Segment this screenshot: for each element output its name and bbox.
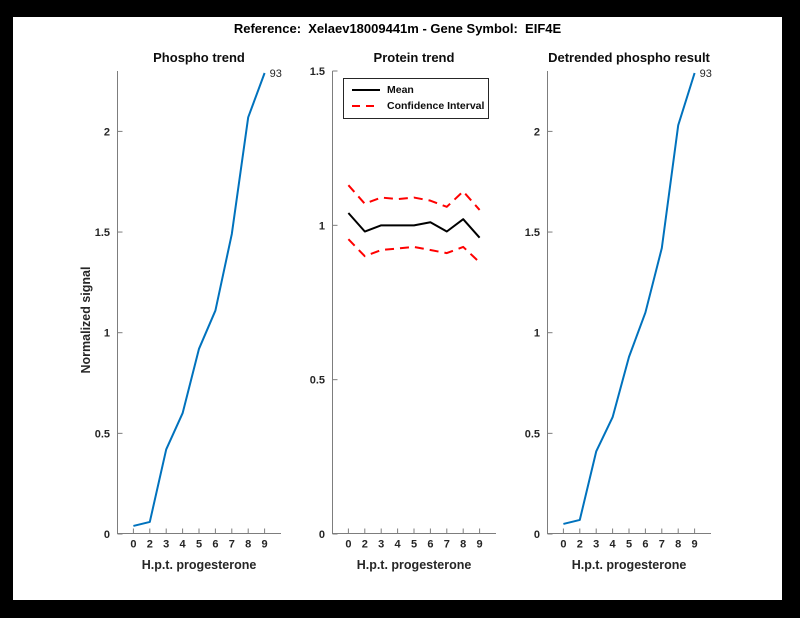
mean-line-swatch — [352, 88, 380, 92]
x-tick-label: 7 — [659, 539, 665, 551]
series-phospho-signal — [133, 72, 266, 527]
x-tick-label: 7 — [444, 539, 450, 551]
y-tick-label: 1 — [534, 328, 540, 340]
y-axis-label: Normalized signal — [79, 266, 93, 373]
x-axis-label-detrended: H.p.t. progesterone — [571, 558, 687, 572]
y-tick-label: 0.5 — [95, 428, 110, 440]
figure-title: Reference: Xelaev18009441m - Gene Symbol… — [233, 21, 562, 36]
y-tick-label: 1.5 — [525, 227, 540, 239]
legend-item-mean: Mean — [352, 84, 482, 96]
legend: Mean Confidence Interval — [343, 78, 489, 119]
x-tick-label: 9 — [262, 539, 268, 551]
x-tick-label: 5 — [196, 539, 202, 551]
series-end-label: 93 — [700, 68, 712, 80]
x-tick-label: 4 — [395, 539, 402, 551]
series-end-label: 93 — [270, 68, 282, 80]
figure-canvas: Reference: Xelaev18009441m - Gene Symbol… — [13, 17, 782, 600]
x-tick-label: 2 — [362, 539, 368, 551]
y-tick-label: 1.5 — [310, 66, 325, 78]
confidence-interval-line-swatch — [352, 104, 380, 108]
y-tick-label: 1 — [319, 220, 325, 232]
x-tick-label: 4 — [180, 539, 187, 551]
x-tick-label: 3 — [378, 539, 384, 551]
series-confidence-interval-upper — [347, 184, 481, 211]
series-detrended-phospho-signal — [563, 72, 696, 525]
x-tick-label: 5 — [411, 539, 417, 551]
series-confidence-interval-lower — [347, 238, 481, 264]
y-tick-label: 1.5 — [95, 227, 110, 239]
legend-item-confidence-interval: Confidence Interval — [352, 100, 485, 112]
plot-title-protein-trend: Protein trend — [373, 50, 455, 65]
x-tick-label: 6 — [212, 539, 218, 551]
y-tick-label: 2 — [104, 126, 110, 138]
y-tick-label: 0 — [104, 529, 110, 541]
x-tick-label: 2 — [147, 539, 153, 551]
y-tick-label: 0.5 — [310, 375, 325, 387]
x-tick-label: 6 — [427, 539, 433, 551]
y-tick-label: 2 — [534, 126, 540, 138]
x-tick-label: 7 — [229, 539, 235, 551]
subplot-detrended-phospho: Detrended phospho result 0 2 3 4 5 6 7 8 9 0 0.5 1 1… — [525, 50, 712, 572]
x-tick-label: 8 — [245, 539, 251, 551]
x-tick-label: 6 — [642, 539, 648, 551]
subplot-protein-trend: Protein trend 0 2 3 4 5 6 7 8 9 0 0.5 1 1.5 H.p.t. p… — [310, 50, 496, 572]
protein-trend-plot-area: 0 2 3 4 5 6 7 8 900.511.5 — [310, 66, 496, 551]
plot-title-phospho-trend: Phospho trend — [153, 50, 245, 65]
x-tick-label: 3 — [593, 539, 599, 551]
x-tick-label: 9 — [692, 539, 698, 551]
x-tick-label: 2 — [577, 539, 583, 551]
x-tick-label: 3 — [163, 539, 169, 551]
x-tick-label: 0 — [345, 539, 351, 551]
y-tick-label: 0.5 — [525, 428, 540, 440]
x-tick-label: 4 — [610, 539, 617, 551]
y-tick-label: 0 — [319, 529, 325, 541]
y-tick-label: 1 — [104, 328, 110, 340]
x-axis-label-protein: H.p.t. progesterone — [356, 558, 472, 572]
legend-label-mean: Mean — [387, 84, 414, 96]
x-tick-label: 8 — [460, 539, 466, 551]
x-axis-label-phospho: H.p.t. progesterone — [141, 558, 257, 572]
x-tick-label: 0 — [560, 539, 566, 551]
x-tick-label: 8 — [675, 539, 681, 551]
series-mean — [347, 212, 481, 239]
x-tick-label: 9 — [477, 539, 483, 551]
plot-title-detrended-phospho: Detrended phospho result — [548, 50, 710, 65]
x-tick-label: 5 — [626, 539, 632, 551]
x-tick-label: 0 — [130, 539, 136, 551]
legend-label-confidence-interval: Confidence Interval — [387, 100, 485, 112]
y-tick-label: 0 — [534, 529, 540, 541]
